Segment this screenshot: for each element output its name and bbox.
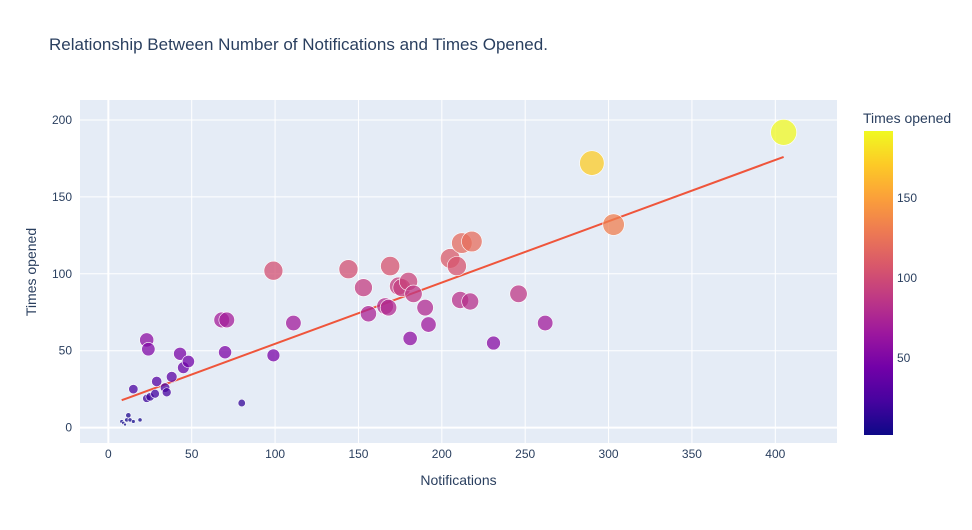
scatter-point — [461, 230, 483, 253]
scatter-point — [379, 299, 398, 317]
scatter-point — [486, 335, 501, 351]
x-tick-label: 200 — [432, 447, 452, 461]
scatter-point — [141, 342, 156, 357]
scatter-point — [338, 259, 359, 280]
scatter-point — [131, 419, 136, 424]
x-tick-label: 150 — [348, 447, 368, 461]
scatter-point — [128, 384, 139, 395]
scatter-point — [602, 213, 625, 236]
x-tick-label: 0 — [105, 447, 112, 461]
scatter-point — [266, 348, 281, 363]
colorbar-tick-label: 150 — [897, 191, 917, 205]
scatter-point — [354, 278, 373, 297]
x-tick-label: 400 — [765, 447, 785, 461]
y-tick-label: 150 — [52, 190, 72, 204]
colorbar-tick-label: 100 — [897, 271, 917, 285]
scatter-point — [218, 311, 235, 329]
scatter-point — [285, 314, 302, 332]
scatter-point — [770, 119, 797, 146]
scatter-point — [166, 371, 178, 383]
x-tick-label: 50 — [185, 447, 199, 461]
y-tick-label: 100 — [52, 267, 72, 281]
scatter-point — [416, 299, 434, 317]
scatter-point — [150, 389, 160, 399]
trendline-layer — [121, 155, 784, 402]
points-layer — [119, 119, 797, 427]
scatter-point — [380, 256, 401, 277]
x-tick-label: 250 — [515, 447, 535, 461]
scatter-point — [125, 412, 132, 419]
scatter-point — [461, 292, 479, 311]
x-axis-label: Notifications — [420, 472, 496, 488]
scatter-point — [446, 256, 467, 277]
scatter-point — [137, 417, 143, 423]
scatter-point — [161, 387, 172, 398]
x-tick-label: 300 — [599, 447, 619, 461]
y-tick-label: 0 — [65, 421, 72, 435]
y-tick-label: 50 — [59, 344, 73, 358]
scatter-point — [123, 422, 127, 427]
scatter-point — [173, 346, 187, 361]
scatter-point — [402, 330, 418, 346]
trendline — [121, 155, 784, 402]
scatter-point — [218, 345, 232, 360]
plot-area — [80, 100, 837, 443]
colorbar-gradient — [864, 131, 893, 435]
x-tick-label: 350 — [682, 447, 702, 461]
y-axis-label: Times opened — [23, 228, 39, 316]
colorbar-title: Times opened — [863, 110, 951, 126]
scatter-point — [263, 260, 284, 281]
scatter-point — [420, 316, 437, 333]
chart-title: Relationship Between Number of Notificat… — [49, 35, 548, 54]
y-axis-ticks: 0 50 100 150 200 — [52, 113, 72, 435]
scatter-point — [537, 314, 554, 332]
scatter-point — [509, 284, 528, 303]
colorbar-tick-label: 50 — [897, 351, 911, 365]
colorbar: Times opened 50 100 150 — [863, 110, 951, 435]
scatter-point — [360, 305, 377, 323]
y-tick-label: 200 — [52, 113, 72, 127]
scatter-point — [237, 398, 246, 408]
scatter-point — [404, 284, 423, 303]
x-axis-ticks: 0 50 100 150 200 250 300 350 400 — [105, 447, 786, 461]
y-gridlines — [80, 119, 837, 429]
x-tick-label: 100 — [265, 447, 285, 461]
scatter-point — [579, 150, 605, 176]
scatter-point — [181, 355, 195, 368]
scatter-point — [151, 376, 163, 387]
colorbar-ticks: 50 100 150 — [897, 191, 917, 365]
